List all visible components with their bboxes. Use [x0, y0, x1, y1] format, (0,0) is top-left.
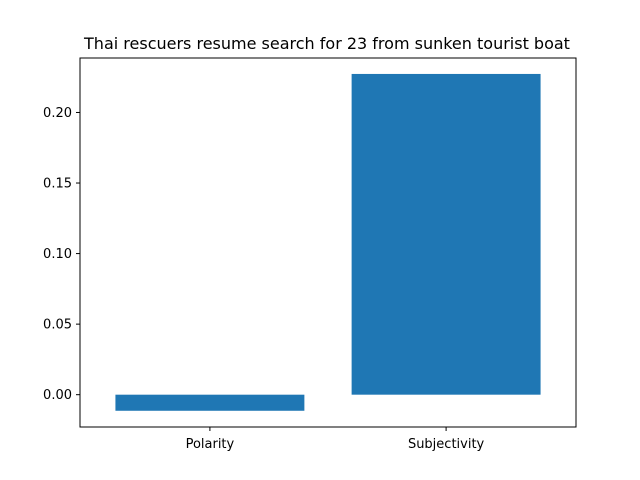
y-axis: 0.00 0.05 0.10 0.15 0.20 — [43, 106, 80, 403]
y-tick-label: 0.20 — [43, 106, 72, 121]
bars-group — [115, 73, 541, 411]
y-tick-label: 0.05 — [43, 318, 72, 333]
y-tick-label: 0.10 — [43, 247, 72, 262]
chart-title: Thai rescuers resume search for 23 from … — [83, 34, 570, 53]
plot-frame — [79, 57, 577, 428]
x-tick-label: Subjectivity — [408, 437, 485, 452]
x-tick-label: Polarity — [186, 437, 235, 452]
y-tick-label: 0.15 — [43, 177, 72, 192]
x-axis: Polarity Subjectivity — [186, 427, 485, 452]
bar-polarity — [115, 394, 305, 411]
bar-subjectivity — [351, 73, 541, 395]
y-tick-label: 0.00 — [43, 388, 72, 403]
